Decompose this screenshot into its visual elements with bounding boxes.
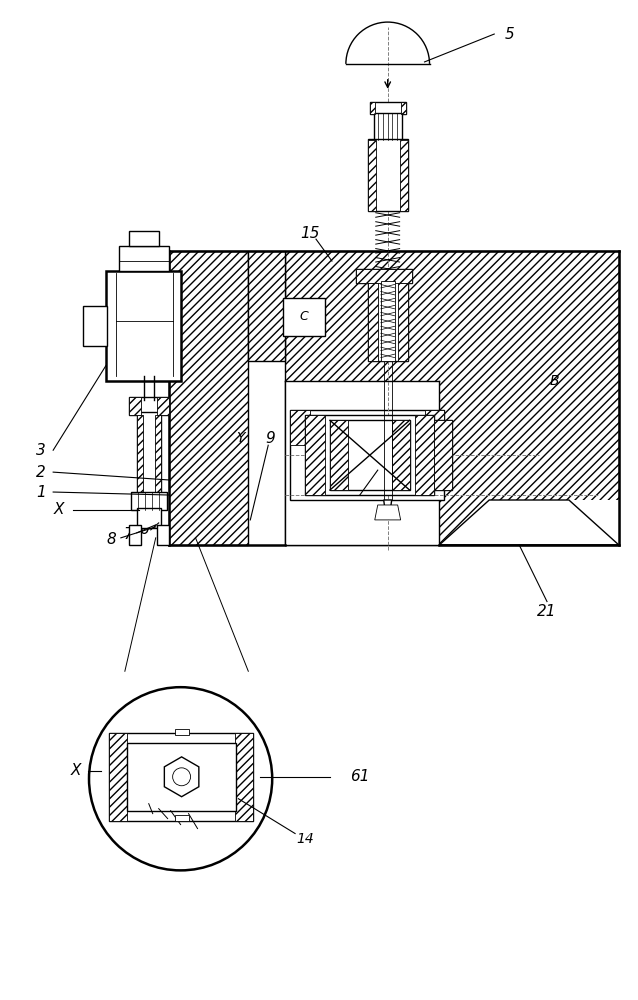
Text: 8: 8 bbox=[106, 532, 115, 547]
Polygon shape bbox=[157, 525, 168, 545]
Polygon shape bbox=[392, 420, 410, 490]
Polygon shape bbox=[367, 283, 378, 361]
Polygon shape bbox=[129, 525, 141, 545]
Bar bbox=[370, 102, 406, 114]
Text: 21: 21 bbox=[537, 604, 557, 619]
Polygon shape bbox=[165, 757, 199, 797]
Text: B: B bbox=[549, 374, 559, 388]
Text: 7: 7 bbox=[124, 527, 134, 542]
Polygon shape bbox=[370, 102, 375, 114]
Circle shape bbox=[89, 687, 272, 870]
Polygon shape bbox=[415, 415, 434, 495]
Text: 6: 6 bbox=[139, 522, 149, 537]
Bar bbox=[131, 492, 167, 510]
Text: 1: 1 bbox=[36, 485, 46, 500]
Bar bbox=[175, 729, 189, 735]
Polygon shape bbox=[356, 269, 412, 283]
Polygon shape bbox=[129, 397, 141, 415]
Text: 7: 7 bbox=[161, 819, 170, 833]
Polygon shape bbox=[367, 140, 376, 211]
Bar bbox=[137, 508, 161, 528]
Text: 6: 6 bbox=[174, 824, 183, 838]
Text: 14: 14 bbox=[373, 457, 390, 471]
Polygon shape bbox=[375, 505, 401, 520]
Bar bbox=[290, 410, 445, 500]
Polygon shape bbox=[235, 733, 253, 821]
Bar bbox=[83, 306, 107, 346]
Bar bbox=[106, 271, 181, 381]
Bar bbox=[119, 246, 168, 271]
Text: A: A bbox=[335, 453, 345, 467]
Text: 15: 15 bbox=[300, 226, 320, 241]
Polygon shape bbox=[155, 415, 161, 495]
Bar bbox=[367, 139, 408, 211]
Text: 2: 2 bbox=[36, 465, 46, 480]
Bar bbox=[285, 381, 440, 545]
Bar bbox=[305, 415, 434, 495]
Bar bbox=[137, 412, 161, 495]
Text: 5: 5 bbox=[504, 27, 514, 42]
Polygon shape bbox=[440, 500, 619, 545]
Polygon shape bbox=[137, 415, 143, 495]
Circle shape bbox=[173, 768, 191, 786]
Bar bbox=[434, 420, 452, 490]
Polygon shape bbox=[424, 410, 445, 445]
Bar bbox=[127, 743, 236, 811]
Polygon shape bbox=[290, 410, 310, 445]
Polygon shape bbox=[330, 420, 348, 490]
Bar bbox=[374, 113, 402, 140]
Bar bbox=[109, 733, 253, 821]
Text: 9: 9 bbox=[265, 431, 275, 446]
Polygon shape bbox=[434, 420, 452, 490]
Bar bbox=[283, 298, 325, 336]
Bar bbox=[367, 281, 408, 361]
Text: C: C bbox=[300, 310, 308, 323]
Polygon shape bbox=[489, 500, 619, 545]
Polygon shape bbox=[109, 733, 127, 821]
Polygon shape bbox=[383, 500, 392, 515]
Text: 8: 8 bbox=[148, 815, 157, 829]
Text: 61: 61 bbox=[350, 769, 369, 784]
Polygon shape bbox=[399, 140, 408, 211]
Polygon shape bbox=[401, 102, 406, 114]
Text: X: X bbox=[54, 502, 64, 517]
Polygon shape bbox=[168, 251, 248, 545]
Polygon shape bbox=[285, 251, 619, 545]
Text: Y: Y bbox=[236, 431, 244, 445]
Bar bbox=[129, 231, 159, 246]
Text: 3: 3 bbox=[36, 443, 46, 458]
Polygon shape bbox=[397, 283, 408, 361]
Polygon shape bbox=[248, 251, 285, 361]
Polygon shape bbox=[157, 397, 168, 415]
Bar bbox=[356, 269, 412, 283]
Text: 9: 9 bbox=[191, 829, 200, 843]
Polygon shape bbox=[305, 415, 325, 495]
Bar bbox=[330, 420, 410, 490]
Bar bbox=[381, 281, 395, 361]
Bar bbox=[175, 815, 189, 821]
Bar bbox=[129, 397, 168, 415]
Text: X: X bbox=[71, 763, 81, 778]
Text: 14: 14 bbox=[296, 832, 314, 846]
